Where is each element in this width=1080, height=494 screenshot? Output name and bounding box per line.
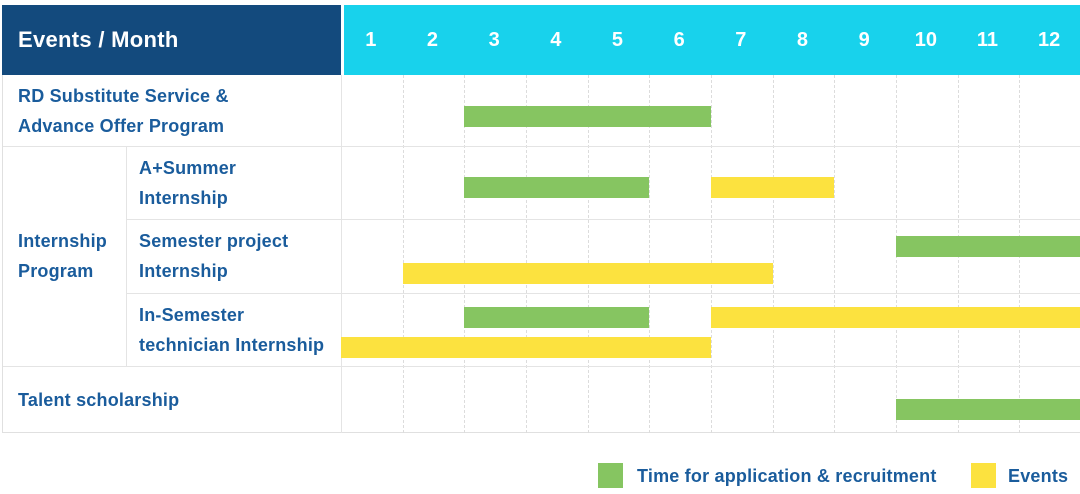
row-label: In-Semester technician Internship xyxy=(139,304,325,355)
month-label-9: 9 xyxy=(858,29,870,51)
month-label-11: 11 xyxy=(976,29,999,51)
legend: Time for application & recruitment Event… xyxy=(0,463,1080,489)
month-header-band xyxy=(344,5,1080,75)
month-label-7: 7 xyxy=(735,29,747,51)
row-group-label: Internship Program xyxy=(18,231,108,281)
header-events-month: Events / Month xyxy=(2,5,341,75)
month-label-5: 5 xyxy=(611,29,624,51)
month-gridline xyxy=(772,75,774,433)
header-events-month-label: Events / Month xyxy=(18,27,179,52)
row-label: A+Summer Internship xyxy=(139,157,237,208)
month-gridline xyxy=(526,75,527,433)
month-gridline xyxy=(711,75,712,433)
month-label-6: 6 xyxy=(673,29,685,51)
month-gridline xyxy=(649,75,651,433)
legend-application-swatch xyxy=(598,463,623,488)
month-gridline xyxy=(464,75,466,433)
row-divider xyxy=(126,293,1080,294)
month-label-1: 1 xyxy=(365,29,377,51)
month-label-8: 8 xyxy=(796,29,809,51)
month-label-12: 12 xyxy=(1038,29,1061,51)
bar-application xyxy=(464,307,650,328)
legend-events-label: Events xyxy=(1008,466,1069,486)
month-label-4: 4 xyxy=(550,29,562,51)
bar-application xyxy=(896,236,1080,257)
month-gridline xyxy=(834,75,836,433)
row-label: Talent scholarship xyxy=(18,389,180,410)
bar-event xyxy=(711,307,1080,328)
bar-event xyxy=(341,337,711,358)
month-gridline xyxy=(402,75,404,433)
sub-column-divider xyxy=(126,146,127,366)
row-label: RD Substitute Service & Advance Offer Pro… xyxy=(18,85,229,136)
bar-event xyxy=(711,177,835,198)
row-divider xyxy=(3,366,1080,367)
grid-label-divider xyxy=(341,75,342,433)
row-divider xyxy=(3,146,1080,147)
bar-application xyxy=(464,106,711,127)
gantt-grid: Internship Program RD Substitute Service &… xyxy=(2,75,1080,433)
row-label: Semester project Internship xyxy=(139,231,289,281)
bar-event xyxy=(402,263,773,284)
legend-application-label: Time for application & recruitment xyxy=(637,466,937,486)
month-label-3: 3 xyxy=(488,29,500,51)
month-label-2: 2 xyxy=(426,29,439,51)
bar-application xyxy=(464,177,650,198)
month-label-10: 10 xyxy=(914,29,937,51)
bar-application xyxy=(896,399,1080,420)
legend-events-swatch xyxy=(971,463,996,488)
month-gridline xyxy=(587,75,589,433)
row-divider xyxy=(126,219,1080,220)
